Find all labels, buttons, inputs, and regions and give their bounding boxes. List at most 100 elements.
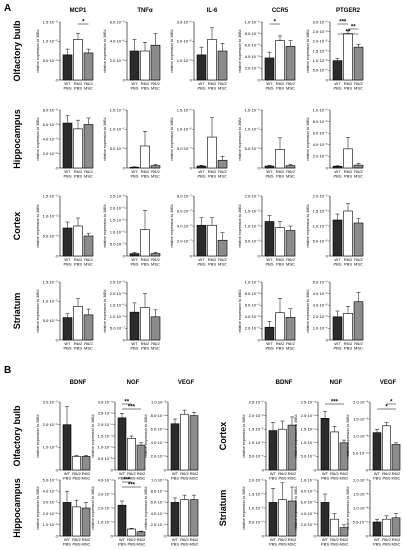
chart-b-hippocampus-bdnf-xtick-label-2-line2: MSC [82, 542, 91, 547]
chart-b-cortex-ngf-ytick-label: 2.0·10⁻⁴ [301, 413, 316, 418]
chart-a-olfactory-bulb-il-6-xtick-label-0-line1: WT [198, 81, 205, 86]
chart-b-olfactory-bulb-ngf-xtick-label-1-line2: PBS [127, 476, 135, 481]
a-header-mcp1: MCP1 [70, 8, 87, 14]
chart-a-cortex-tnfa-ytick-label: 2.5·10⁻⁶ [110, 193, 125, 198]
b-right-header-ngf: NGF [330, 380, 343, 386]
chart-b-striatum-ngf-xtick-label-1-line1: R6/2 [330, 537, 339, 542]
chart-a-hippocampus-tnfa-xtick-label-0-line2: PBS [130, 174, 138, 179]
chart-b-striatum-ngf-xtick-label-2-line1: R6/2 [340, 537, 349, 542]
chart-a-striatum-tnfa-xtick-label-2-line1: R6/2 [151, 341, 160, 346]
chart-a-striatum-ptger2-xtick-label-0-line1: WT [334, 341, 341, 346]
chart-a-hippocampus-mcp1-xtick-label-1-line1: R6/2 [74, 169, 83, 174]
chart-a-cortex-ptger2-ytick-label: 5.0·10⁻⁶ [313, 238, 328, 243]
chart-a-hippocampus-ptger2-xtick-label-1-line1: R6/2 [344, 169, 353, 174]
chart-b-olfactory-bulb-ngf-ytick-label: 1.5·10⁻⁴ [98, 433, 113, 438]
chart-a-cortex-ptger2-bar-1 [343, 210, 353, 257]
chart-b-olfactory-bulb-vegf-ytick-label: 4.0·10⁻⁴ [151, 440, 166, 445]
chart-b-cortex-vegf-xtick-label-1-line2: PBS [382, 476, 390, 481]
chart-a-hippocampus-mcp1-xtick-label-2-line1: R6/2 [84, 169, 93, 174]
chart-a-olfactory-bulb-il-6-xtick-label-2-line2: MSC [218, 86, 227, 91]
chart-a-hippocampus-mcp1-ytick-label: 6.0·10⁻⁶ [43, 122, 58, 127]
chart-b-cortex-ngf-ytick-label: 1.0·10⁻⁴ [301, 440, 316, 445]
chart-a-cortex-ptger2-bar-0 [332, 219, 343, 257]
chart-b-hippocampus-vegf-y-axis-title: relative expression to 36B4 [144, 486, 148, 529]
chart-b-hippocampus-vegf-ytick-label: 4.0·10⁻⁴ [151, 511, 166, 516]
chart-b-striatum-ngf-xtick-label-0-line2: PBS [321, 542, 329, 547]
chart-a-olfactory-bulb-mcp1-xtick-label-1-line2: PBS [74, 86, 82, 91]
chart-b-olfactory-bulb-vegf-ytick-label: 0 [164, 467, 167, 472]
chart-b-striatum-bdnf-ytick-label: 5.0·10⁻⁶ [249, 519, 264, 524]
chart-a-olfactory-bulb-ccr5-sig-label-0: * [274, 20, 277, 26]
chart-b-cortex-vegf-xtick-label-2-line2: MSC [392, 476, 401, 481]
chart-a-olfactory-bulb-mcp1-xtick-label-2-line1: R6/2 [84, 81, 93, 86]
chart-b-olfactory-bulb-vegf-bar-2 [189, 415, 199, 471]
chart-a-hippocampus-ccr5-ytick-label: 1.5·10⁻⁵ [245, 107, 260, 112]
chart-a-striatum-ccr5-y-axis-title: relative expression to 36B4 [238, 289, 242, 332]
chart-a-cortex-ptger2-xtick-label-1-line1: R6/2 [344, 257, 353, 262]
chart-a-olfactory-bulb-il-6-ytick-label: 3.0·10⁻⁶ [177, 19, 192, 24]
chart-a-striatum-tnfa-xtick-label-0-line2: PBS [130, 346, 138, 351]
chart-a-cortex-ptger2-ytick-label: 2.0·10⁻⁵ [313, 193, 328, 198]
chart-a-cortex-ptger2-xtick-label-0-line2: PBS [333, 262, 341, 267]
chart-b-striatum-vegf-xtick-label-0-line1: WT [374, 537, 381, 542]
chart-a-striatum-tnfa-y-axis-title: relative expression to 36B4 [103, 289, 107, 332]
chart-b-olfactory-bulb-vegf-xtick-label-1-line2: PBS [180, 476, 188, 481]
chart-a-hippocampus-ptger2-xtick-label-0-line2: PBS [333, 174, 341, 179]
b-left-header-vegf: VEGF [178, 380, 195, 386]
chart-b-striatum-ngf-ytick-label: 8.0·10⁻⁵ [301, 489, 316, 494]
chart-b-hippocampus-vegf-ytick-label: 2.0·10⁻⁴ [151, 522, 166, 527]
chart-b-striatum-bdnf-xtick-label-2-line2: MSC [288, 542, 297, 547]
chart-a-olfactory-bulb-il-6-bar-2 [217, 50, 228, 81]
chart-a-olfactory-bulb-mcp1-bar-0 [62, 54, 73, 81]
chart-b-hippocampus-bdnf-bar-0 [62, 502, 72, 537]
chart-b-cortex-bdnf-ytick-label: 5.0·10⁻⁶ [249, 454, 264, 459]
a-region-hippocampus: Hippocampus [12, 109, 22, 169]
chart-a-hippocampus-il-6-xtick-label-0-line2: PBS [197, 174, 205, 179]
chart-a-cortex-mcp1-ytick-label: 0 [56, 253, 59, 258]
chart-b-cortex-ngf-ytick-label: 5.0·10⁻⁵ [301, 454, 316, 459]
chart-b-cortex-vegf-sig-label-1: * [385, 405, 388, 411]
chart-a-hippocampus-mcp1-ytick-label: 8.0·10⁻⁶ [43, 107, 58, 112]
chart-a-striatum-mcp1-xtick-label-0-line2: PBS [63, 346, 71, 351]
chart-b-cortex-ngf-bar-0 [320, 418, 330, 471]
chart-a-olfactory-bulb-il-6-ytick-label: 0 [190, 77, 193, 82]
chart-a-cortex-ccr5-bar-2 [285, 230, 296, 257]
chart-a-olfactory-bulb-il-6-y-axis-title: relative expression to 36B4 [170, 29, 174, 72]
chart-b-olfactory-bulb-ngf-y-axis-title: relative expression to 36B4 [91, 414, 95, 457]
chart-a-cortex-mcp1-ytick-label: 1.0·10⁻⁵ [43, 213, 58, 218]
chart-b-striatum-bdnf-xtick-label-1-line1: R6/2 [278, 537, 287, 542]
chart-a-cortex-tnfa-bar-2 [150, 253, 161, 257]
chart-a-striatum-tnfa-ytick-label: 5.0·10⁻⁷ [110, 326, 125, 331]
chart-a-cortex-tnfa-ytick-label: 1.0·10⁻⁶ [110, 229, 125, 234]
chart-a-olfactory-bulb-ptger2-ytick-label: 0 [326, 77, 329, 82]
chart-a-hippocampus-ccr5-xtick-label-2-line2: MSC [286, 174, 295, 179]
chart-b-striatum-bdnf-ytick-label: 1.0·10⁻⁵ [249, 505, 264, 510]
chart-a-striatum-mcp1-ytick-label: 1.5·10⁻⁵ [43, 279, 58, 284]
chart-a-olfactory-bulb-ccr5-bar-1 [275, 40, 285, 81]
chart-a-cortex-ccr5-xtick-label-2-line1: R6/2 [286, 257, 295, 262]
chart-a-hippocampus-ptger2-xtick-label-0-line1: WT [334, 169, 341, 174]
chart-b-hippocampus-vegf-xtick-label-2-line1: R6/2 [190, 537, 199, 542]
chart-a-cortex-mcp1-bar-2 [83, 235, 94, 257]
chart-b-olfactory-bulb-ngf-bar-0 [117, 417, 127, 471]
chart-a-hippocampus-il-6-bar-0 [196, 165, 207, 169]
chart-b-hippocampus-ngf-ytick-label: 0 [111, 533, 114, 538]
chart-a-cortex-ptger2-ytick-label: 1.5·10⁻⁵ [313, 208, 328, 213]
chart-a-striatum-tnfa-ytick-label: 2.5·10⁻⁶ [110, 279, 125, 284]
chart-a-olfactory-bulb-ptger2-bar-2 [353, 46, 364, 81]
chart-b-olfactory-bulb-vegf-xtick-label-2-line1: R6/2 [190, 471, 199, 476]
chart-b-olfactory-bulb-bdnf-bar-1 [72, 456, 81, 471]
chart-a-striatum-tnfa-ytick-label: 1.5·10⁻⁶ [110, 303, 125, 308]
chart-a-striatum-mcp1-xtick-label-1-line1: R6/2 [74, 341, 83, 346]
chart-b-cortex-ngf-xtick-label-2-line1: R6/2 [340, 471, 349, 476]
chart-b-cortex-ngf-ytick-label: 0 [314, 467, 317, 472]
chart-b-striatum-ngf-ytick-label: 6.0·10⁻⁵ [301, 500, 316, 505]
chart-a-cortex-il-6-xtick-label-2-line1: R6/2 [218, 257, 227, 262]
chart-b-hippocampus-bdnf-ytick-label: 5.0·10⁻⁵ [43, 477, 58, 482]
chart-b-striatum-bdnf-xtick-label-1-line2: PBS [278, 542, 286, 547]
chart-a-hippocampus-ptger2-ytick-label: 4.0·10⁻⁶ [313, 142, 328, 147]
chart-b-olfactory-bulb-vegf-xtick-label-2-line2: MSC [190, 476, 199, 481]
chart-a-hippocampus-il-6-ytick-label: 1.5·10⁻⁶ [177, 107, 192, 112]
chart-a-olfactory-bulb-ptger2-ytick-label: 2.5·10⁻⁵ [313, 29, 328, 34]
chart-a-olfactory-bulb-ccr5-bar-0 [264, 57, 275, 81]
